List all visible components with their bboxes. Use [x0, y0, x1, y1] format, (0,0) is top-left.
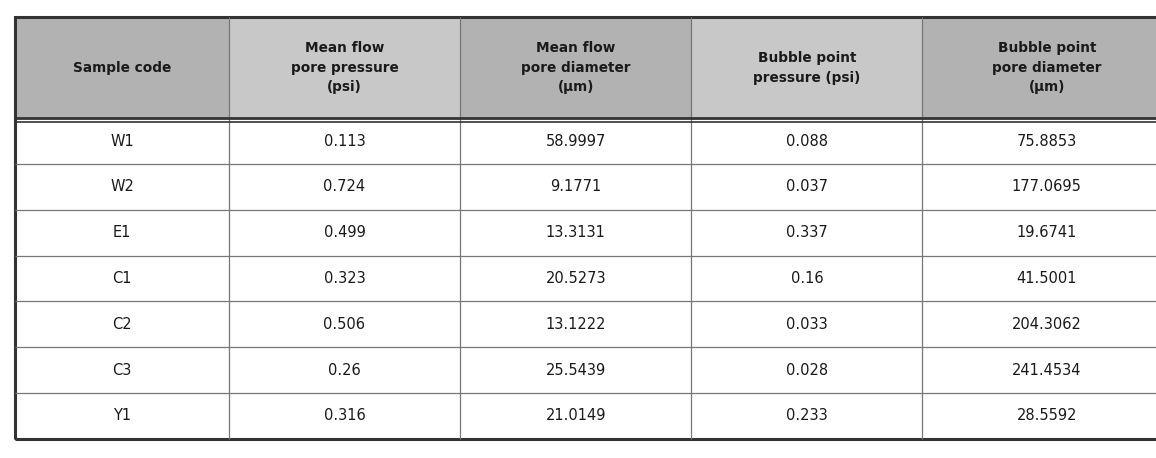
Bar: [691, 118, 922, 164]
Text: 0.16: 0.16: [791, 271, 823, 286]
Text: 0.337: 0.337: [786, 225, 828, 240]
Bar: [15, 17, 229, 118]
Bar: [229, 393, 460, 439]
Bar: [460, 301, 691, 347]
Text: 0.028: 0.028: [786, 363, 828, 377]
Text: 0.316: 0.316: [324, 409, 365, 423]
Bar: [922, 17, 1156, 118]
Text: C2: C2: [112, 317, 132, 332]
Text: C3: C3: [112, 363, 132, 377]
Text: 0.26: 0.26: [328, 363, 361, 377]
Text: 0.113: 0.113: [324, 134, 365, 148]
Bar: [922, 164, 1156, 210]
Bar: [922, 347, 1156, 393]
Text: 13.3131: 13.3131: [546, 225, 606, 240]
Text: W2: W2: [110, 180, 134, 194]
Text: 241.4534: 241.4534: [1012, 363, 1082, 377]
Text: 21.0149: 21.0149: [546, 409, 606, 423]
Bar: [691, 164, 922, 210]
Text: Bubble point
pressure (psi): Bubble point pressure (psi): [754, 51, 860, 85]
Bar: [460, 118, 691, 164]
Bar: [922, 393, 1156, 439]
Text: 0.323: 0.323: [324, 271, 365, 286]
Text: 28.5592: 28.5592: [1016, 409, 1077, 423]
Text: 0.724: 0.724: [324, 180, 365, 194]
Bar: [922, 210, 1156, 256]
Text: 0.499: 0.499: [324, 225, 365, 240]
Bar: [15, 210, 229, 256]
Bar: [691, 256, 922, 301]
Bar: [229, 210, 460, 256]
Bar: [460, 164, 691, 210]
Bar: [15, 118, 229, 164]
Bar: [460, 347, 691, 393]
Bar: [15, 393, 229, 439]
Text: C1: C1: [112, 271, 132, 286]
Bar: [229, 17, 460, 118]
Text: 20.5273: 20.5273: [546, 271, 606, 286]
Bar: [691, 347, 922, 393]
Text: 75.8853: 75.8853: [1016, 134, 1077, 148]
Bar: [922, 118, 1156, 164]
Text: 13.1222: 13.1222: [546, 317, 606, 332]
Bar: [691, 393, 922, 439]
Text: Mean flow
pore diameter
(μm): Mean flow pore diameter (μm): [521, 41, 630, 94]
Text: 0.037: 0.037: [786, 180, 828, 194]
Bar: [15, 164, 229, 210]
Text: Sample code: Sample code: [73, 61, 171, 75]
Text: 204.3062: 204.3062: [1012, 317, 1082, 332]
Text: 0.506: 0.506: [324, 317, 365, 332]
Bar: [691, 210, 922, 256]
Text: 0.033: 0.033: [786, 317, 828, 332]
Bar: [460, 393, 691, 439]
Text: Y1: Y1: [113, 409, 131, 423]
Text: 0.088: 0.088: [786, 134, 828, 148]
Bar: [922, 301, 1156, 347]
Bar: [15, 301, 229, 347]
Text: W1: W1: [110, 134, 134, 148]
Bar: [691, 17, 922, 118]
Bar: [15, 347, 229, 393]
Bar: [229, 164, 460, 210]
Bar: [460, 210, 691, 256]
Text: 177.0695: 177.0695: [1012, 180, 1082, 194]
Text: E1: E1: [113, 225, 131, 240]
Text: Mean flow
pore pressure
(psi): Mean flow pore pressure (psi): [290, 41, 399, 94]
Bar: [15, 256, 229, 301]
Text: 41.5001: 41.5001: [1016, 271, 1077, 286]
Text: 9.1771: 9.1771: [550, 180, 601, 194]
Bar: [691, 301, 922, 347]
Text: 19.6741: 19.6741: [1016, 225, 1077, 240]
Bar: [229, 256, 460, 301]
Bar: [229, 118, 460, 164]
Bar: [460, 17, 691, 118]
Bar: [229, 347, 460, 393]
Bar: [229, 301, 460, 347]
Text: 25.5439: 25.5439: [546, 363, 606, 377]
Text: 0.233: 0.233: [786, 409, 828, 423]
Text: Bubble point
pore diameter
(μm): Bubble point pore diameter (μm): [992, 41, 1102, 94]
Bar: [460, 256, 691, 301]
Bar: [922, 256, 1156, 301]
Text: 58.9997: 58.9997: [546, 134, 606, 148]
